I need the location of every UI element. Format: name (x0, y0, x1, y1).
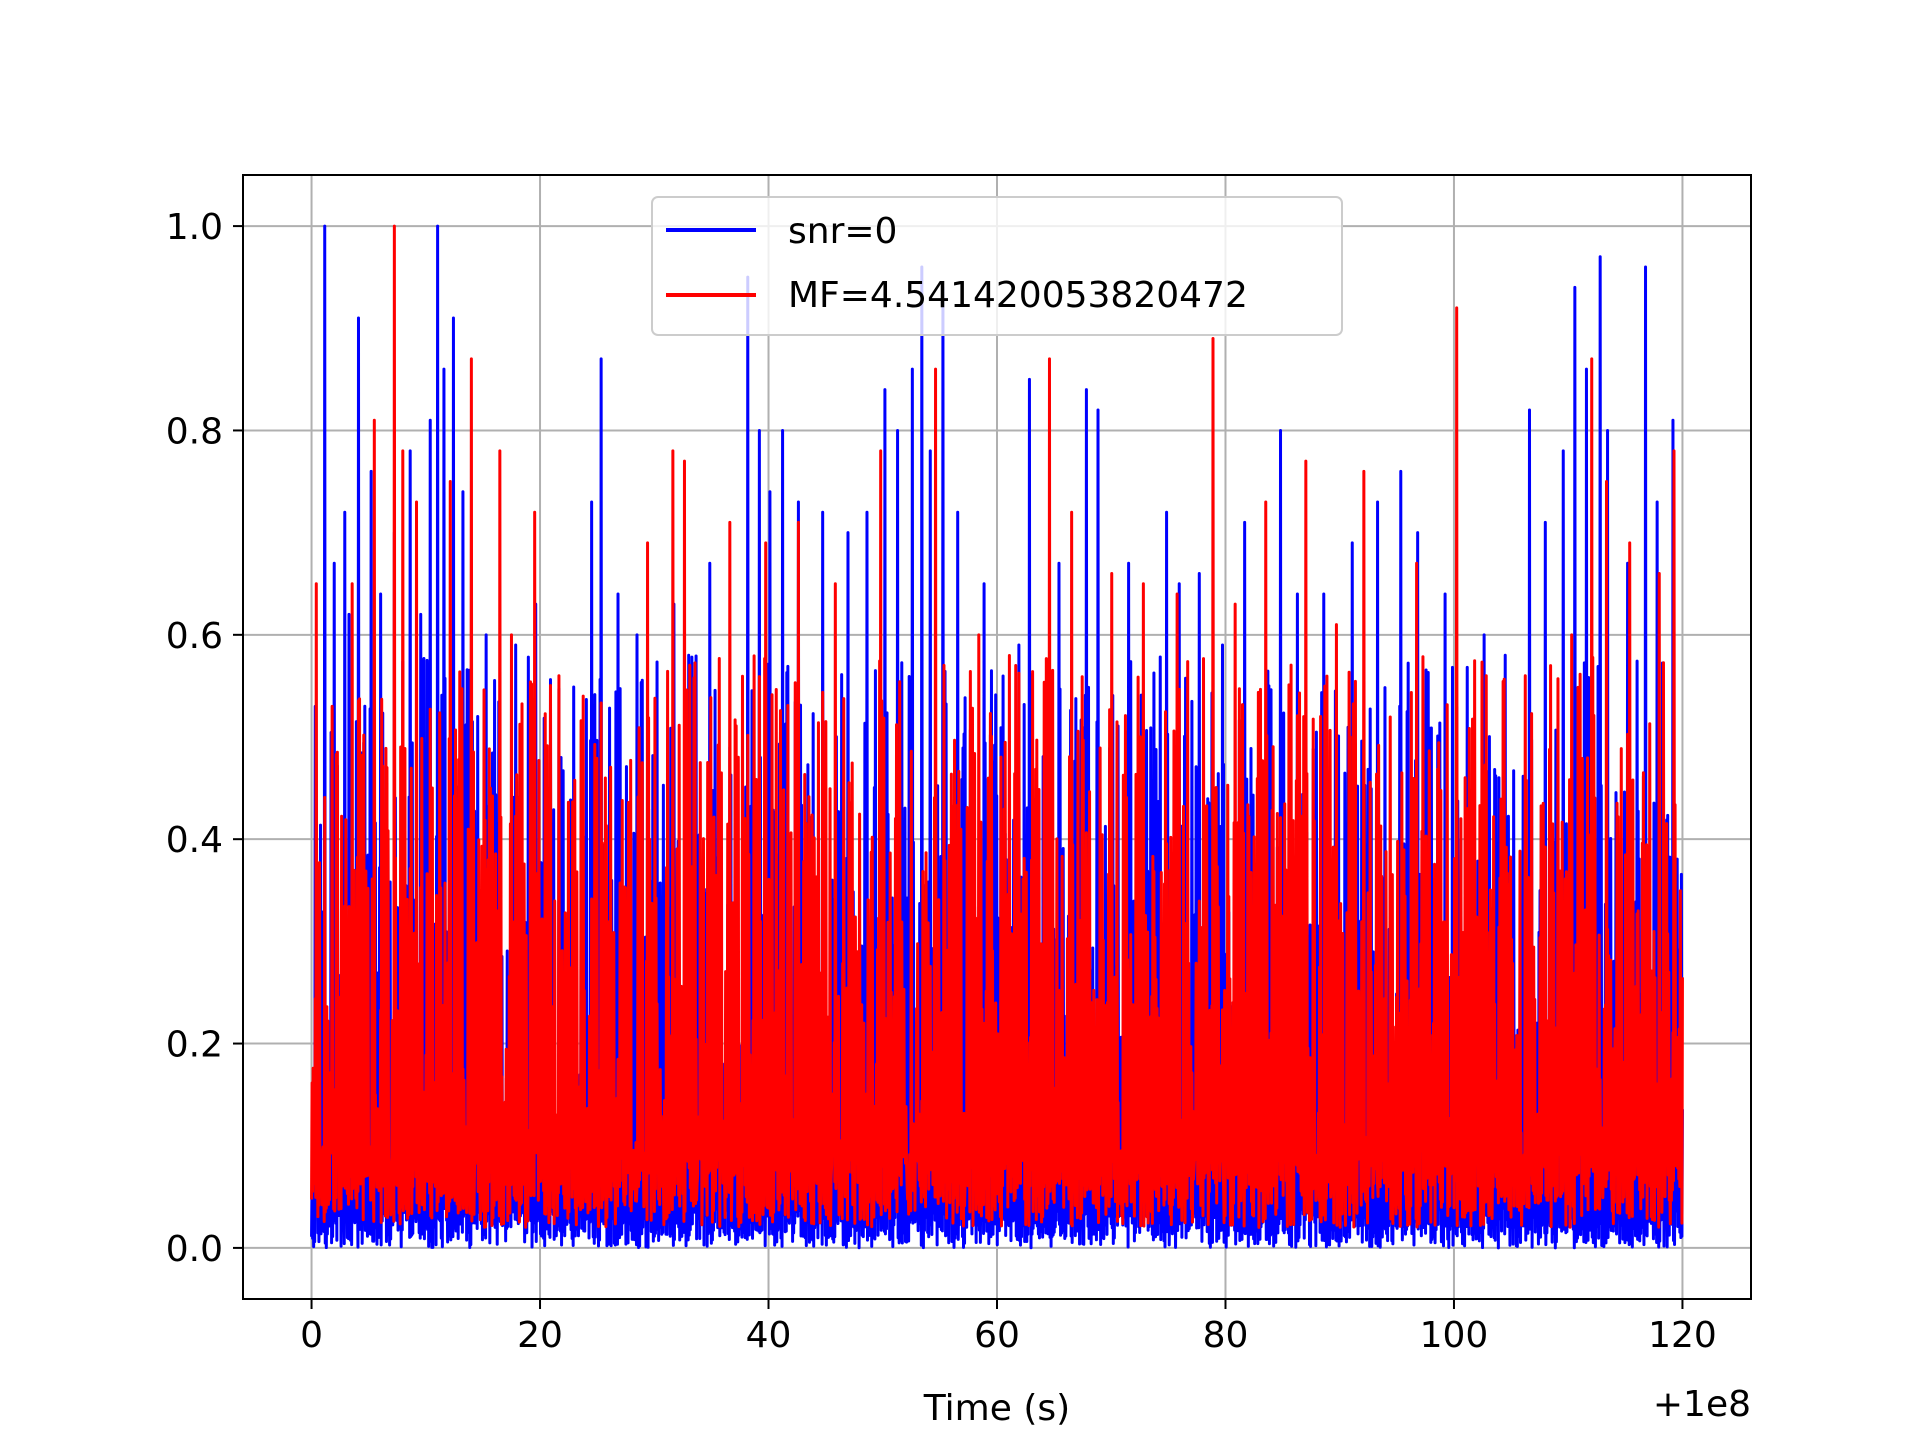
x-axis-offset-label: +1e8 (1653, 1384, 1751, 1425)
x-tick-label: 80 (1203, 1315, 1249, 1356)
legend-label-mf: MF=4.541420053820472 (788, 275, 1248, 316)
x-axis-label: Time (s) (923, 1388, 1070, 1429)
x-tick-label: 120 (1648, 1315, 1717, 1356)
x-tick-label: 0 (300, 1315, 323, 1356)
x-axis: 0 20 40 60 80 100 120 (300, 1299, 1717, 1356)
series-layer (310, 224, 1684, 1250)
legend-box (651, 196, 1343, 336)
x-tick-label: 60 (974, 1315, 1020, 1356)
legend: snr=0 MF=4.541420053820472 (651, 196, 1343, 336)
x-tick-label: 20 (517, 1315, 563, 1356)
y-tick-label: 0.0 (166, 1229, 223, 1270)
y-tick-label: 0.8 (166, 411, 223, 452)
y-tick-label: 0.4 (166, 820, 223, 861)
legend-label-snr: snr=0 (788, 211, 897, 252)
x-tick-label: 100 (1420, 1315, 1489, 1356)
series-line-1 (310, 224, 1684, 1229)
y-axis: 0.0 0.2 0.4 0.6 0.8 1.0 (166, 207, 243, 1270)
y-tick-label: 0.6 (166, 616, 223, 657)
x-tick-label: 40 (746, 1315, 792, 1356)
y-tick-label: 1.0 (166, 207, 223, 248)
y-tick-label: 0.2 (166, 1025, 223, 1066)
